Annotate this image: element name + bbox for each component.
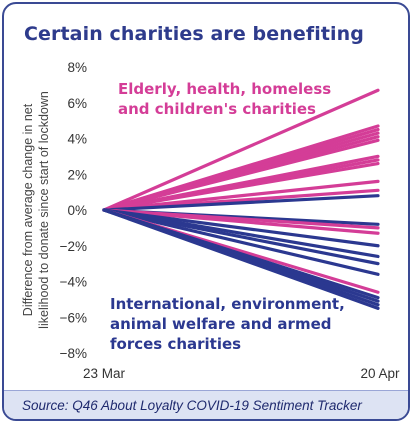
y-tick-label: 2% — [67, 167, 87, 182]
source-text: Source: Q46 About Loyalty COVID-19 Senti… — [22, 398, 362, 413]
pink-series-line — [102, 161, 380, 212]
navy-series-line — [102, 194, 380, 212]
annotations: Elderly, health, homeless and children's … — [110, 80, 345, 353]
y-tick-label: 8% — [67, 60, 87, 75]
pink-series-line — [102, 88, 380, 212]
chart-title: Certain charities are benefiting — [24, 23, 364, 45]
annotation-pink-group: Elderly, health, homeless and children's … — [118, 80, 331, 118]
y-tick-label: −8% — [60, 346, 87, 361]
series-lines — [102, 88, 380, 310]
navy-series-line — [102, 208, 380, 248]
pink-series-line — [102, 208, 380, 235]
navy-series-line — [102, 208, 380, 276]
y-axis-label: Difference from average change in net lik… — [21, 91, 51, 329]
x-tick-label: 20 Apr — [360, 366, 400, 381]
x-axis-ticks: 23 Mar 20 Apr — [83, 366, 400, 381]
y-tick-label: 4% — [67, 132, 87, 147]
y-tick-label: −6% — [60, 310, 87, 325]
navy-series-line — [102, 208, 380, 310]
y-tick-label: 6% — [67, 96, 87, 111]
y-tick-label: −4% — [60, 275, 87, 290]
x-tick-label: 23 Mar — [83, 366, 126, 381]
y-tick-label: −2% — [60, 239, 87, 254]
annotation-navy-group: International, environment, animal welfar… — [110, 295, 345, 353]
source-footer: Source: Q46 About Loyalty COVID-19 Senti… — [4, 390, 408, 419]
navy-series-line — [102, 208, 380, 266]
pink-series-line — [102, 138, 380, 212]
chart-card: Certain charities are benefiting Source:… — [2, 2, 410, 421]
y-axis-ticks: −8% −6% −4% −2% 0% 2% 4% 6% 8% — [60, 60, 87, 361]
y-tick-label: 0% — [67, 203, 87, 218]
y-axis-title: Difference from average change in net lik… — [21, 91, 51, 329]
line-chart: Difference from average change in net lik… — [21, 60, 400, 381]
